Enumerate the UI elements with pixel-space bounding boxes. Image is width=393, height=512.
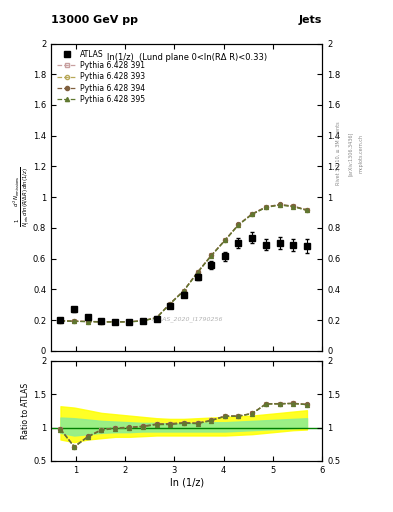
Y-axis label: Ratio to ATLAS: Ratio to ATLAS: [21, 383, 30, 439]
Text: [arXiv:1306.3436]: [arXiv:1306.3436]: [348, 132, 353, 176]
Text: ln(1/z)  (Lund plane 0<ln(RΔ R)<0.33): ln(1/z) (Lund plane 0<ln(RΔ R)<0.33): [107, 53, 267, 62]
Text: Rivet 3.1.10, ≥ 3M events: Rivet 3.1.10, ≥ 3M events: [336, 122, 341, 185]
Text: ATLAS_2020_I1790256: ATLAS_2020_I1790256: [151, 316, 222, 322]
Y-axis label: $\frac{1}{N_{\mathrm{jets}}}\frac{d^2 N_{\mathrm{emissions}}}{d\ln(R/\Delta R)\,: $\frac{1}{N_{\mathrm{jets}}}\frac{d^2 N_…: [11, 167, 31, 227]
X-axis label: ln (1/z): ln (1/z): [170, 477, 204, 487]
Text: 13000 GeV pp: 13000 GeV pp: [51, 15, 138, 26]
Legend: ATLAS, Pythia 6.428 391, Pythia 6.428 393, Pythia 6.428 394, Pythia 6.428 395: ATLAS, Pythia 6.428 391, Pythia 6.428 39…: [55, 47, 147, 106]
Text: Jets: Jets: [299, 15, 322, 26]
Text: mcplots.cern.ch: mcplots.cern.ch: [358, 134, 364, 173]
